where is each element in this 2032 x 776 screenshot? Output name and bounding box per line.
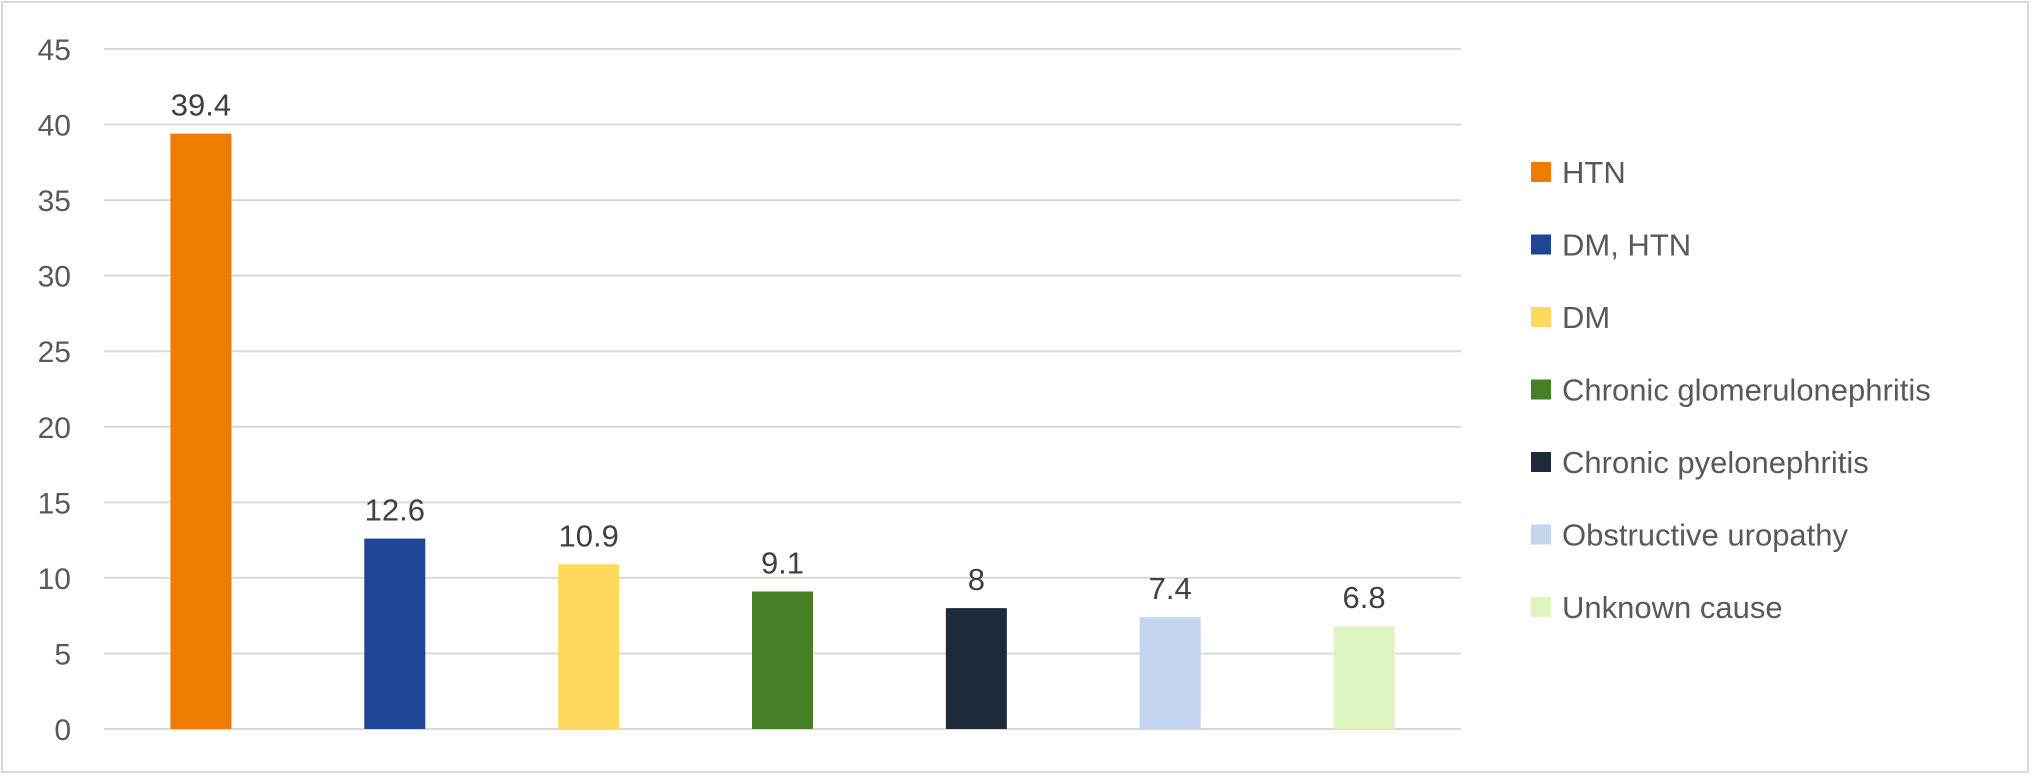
y-tick-label: 25 (38, 336, 71, 369)
y-tick-label: 40 (38, 110, 71, 143)
legend-swatch (1531, 307, 1551, 327)
legend-swatch (1531, 597, 1551, 617)
legend-label: DM, HTN (1562, 228, 1691, 263)
y-tick-label: 0 (54, 714, 71, 747)
legend-swatch (1531, 162, 1551, 182)
data-label: 8 (968, 562, 985, 597)
bar (1139, 617, 1201, 729)
gridlines (104, 48, 1461, 730)
data-labels: 39.4 12.6 10.9 9.1 8 7.4 6.8 (171, 88, 1386, 616)
y-tick-label: 30 (38, 261, 71, 294)
bar (364, 538, 426, 729)
data-label: 7.4 (1149, 571, 1192, 606)
legend-label: Chronic glomerulonephritis (1562, 373, 1931, 408)
legend-label: Unknown cause (1562, 590, 1783, 625)
legend-label: Obstructive uropathy (1562, 518, 1849, 553)
data-label: 39.4 (171, 88, 231, 123)
bar (1333, 626, 1395, 729)
bar (170, 133, 232, 730)
legend-label: DM (1562, 300, 1610, 335)
y-tick-label: 35 (38, 185, 71, 218)
bars (170, 133, 1395, 730)
legend: HTN DM, HTN DM Chronic glomerulonephritis Ch… (1531, 155, 1931, 625)
y-tick-label: 10 (38, 563, 71, 596)
data-label: 9.1 (761, 545, 804, 580)
data-label: 6.8 (1343, 580, 1386, 615)
bar (558, 564, 620, 729)
data-label: 12.6 (365, 493, 425, 528)
bar-chart: 0 5 10 15 20 25 30 35 40 45 39.4 12.6 10.9 9.1 8 7.4 6.… (38, 34, 1931, 747)
legend-swatch (1531, 234, 1551, 255)
bar (945, 608, 1007, 729)
y-tick-label: 45 (38, 34, 71, 67)
bar (752, 591, 813, 729)
y-tick-label: 15 (38, 487, 71, 520)
y-axis-tick-labels: 0 5 10 15 20 25 30 35 40 45 (38, 34, 71, 747)
legend-swatch (1531, 379, 1551, 400)
legend-swatch (1531, 452, 1551, 472)
legend-label: Chronic pyelonephritis (1562, 445, 1869, 480)
legend-swatch (1531, 524, 1551, 545)
data-label: 10.9 (558, 518, 618, 553)
y-tick-label: 5 (54, 638, 71, 671)
y-tick-label: 20 (38, 412, 71, 445)
legend-label: HTN (1562, 155, 1626, 190)
